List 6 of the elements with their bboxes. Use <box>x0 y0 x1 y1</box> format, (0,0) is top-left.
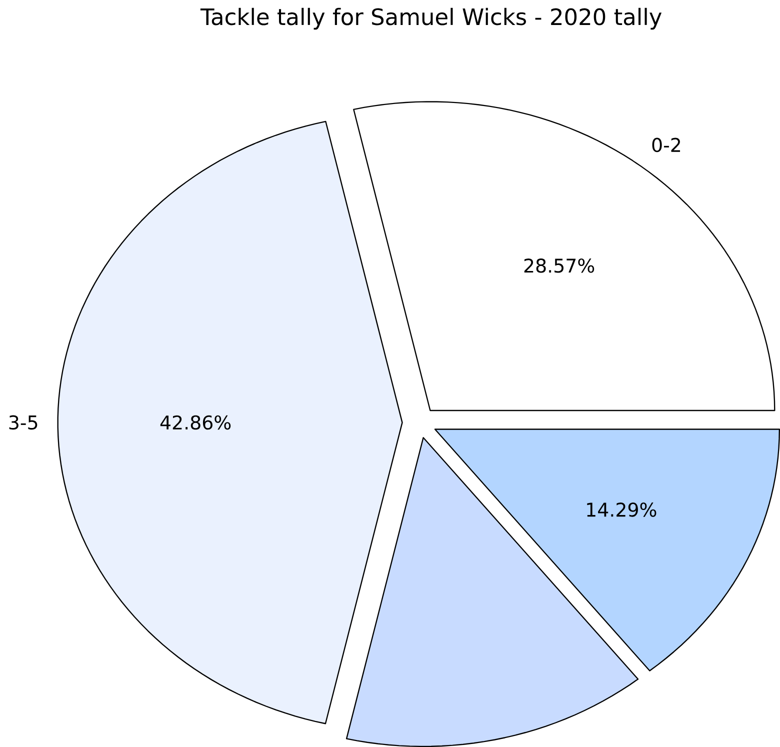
slice-label: 3-5 <box>9 415 38 430</box>
data-label: 14.29% <box>587 502 656 517</box>
slice-label: 0-2 <box>652 138 680 152</box>
chart-title: Tackle tally for Samuel Wicks - 2020 tally <box>200 8 662 30</box>
data-label: 28.57% <box>524 258 594 273</box>
data-label: 42.86% <box>160 415 231 430</box>
